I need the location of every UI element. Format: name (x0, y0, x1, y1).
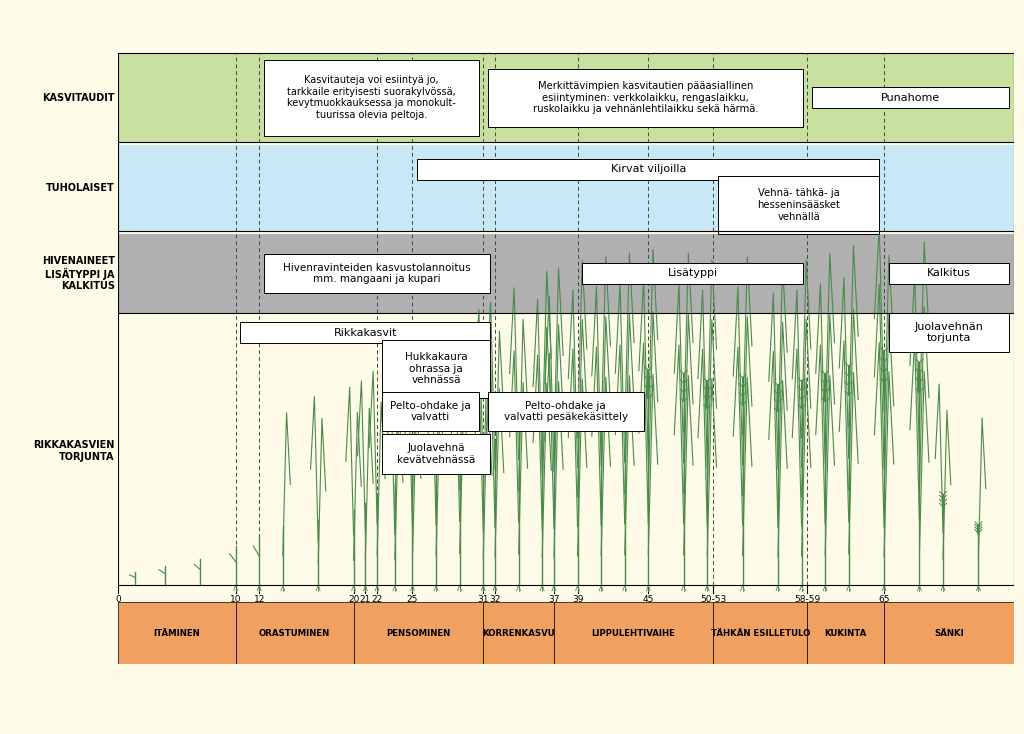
Bar (808, 602, 884, 664)
Bar (483, 602, 554, 664)
Text: Rikkakasvit: Rikkakasvit (334, 327, 397, 338)
Text: HIVENAINEET
LISÄTYPPI JA
KALKITUS: HIVENAINEET LISÄTYPPI JA KALKITUS (42, 255, 115, 291)
Text: Juolavehnä
kevätvehnässä: Juolavehnä kevätvehnässä (397, 443, 475, 465)
Text: 25: 25 (407, 595, 418, 603)
Text: 37: 37 (548, 595, 560, 603)
Bar (884, 602, 1014, 664)
Text: Kalkitus: Kalkitus (927, 269, 971, 278)
FancyBboxPatch shape (889, 313, 1009, 352)
Text: KUKINTA: KUKINTA (824, 628, 867, 638)
FancyBboxPatch shape (417, 159, 880, 180)
Text: KASVITAUDIT: KASVITAUDIT (42, 92, 115, 103)
FancyBboxPatch shape (488, 69, 803, 126)
FancyBboxPatch shape (812, 87, 1009, 108)
Text: Hukkakaura
ohrassa ja
vehnässä: Hukkakaura ohrassa ja vehnässä (404, 352, 467, 385)
Text: 39: 39 (571, 595, 584, 603)
Text: Vehnä- tähkä- ja
hesseninsääsket
vehnällä: Vehnä- tähkä- ja hesseninsääsket vehnäll… (757, 189, 840, 222)
Bar (118, 54, 1014, 142)
Bar (118, 145, 1014, 230)
Text: Lisätyppi: Lisätyppi (668, 269, 718, 278)
Bar (236, 602, 353, 664)
FancyBboxPatch shape (889, 263, 1009, 284)
Text: 65: 65 (879, 595, 890, 603)
Text: 50-53: 50-53 (700, 595, 726, 603)
FancyBboxPatch shape (583, 263, 803, 284)
Text: Kasvitauteja voi esiintyä jo,
tarkkaile erityisesti suorakylvössä,
kevytmuokkauk: Kasvitauteja voi esiintyä jo, tarkkaile … (287, 76, 456, 120)
Bar (118, 602, 236, 664)
Text: Juolavehnän
torjunta: Juolavehnän torjunta (914, 321, 983, 344)
Text: 32: 32 (489, 595, 501, 603)
Text: TUHOLAISET: TUHOLAISET (46, 183, 115, 193)
FancyBboxPatch shape (488, 392, 643, 431)
FancyBboxPatch shape (241, 322, 490, 343)
Text: 10: 10 (230, 595, 242, 603)
Text: 45: 45 (643, 595, 654, 603)
Text: Merkittävimpien kasvitautien pääasiallinen
esiintyminen: verkkolaikku, rengaslai: Merkittävimpien kasvitautien pääasiallin… (532, 81, 758, 115)
Text: SÄNKI: SÄNKI (934, 628, 964, 638)
Text: Kirvat viljoilla: Kirvat viljoilla (610, 164, 686, 174)
Bar (118, 316, 1014, 586)
Text: KORRENKASVU: KORRENKASVU (482, 628, 555, 638)
Text: Punahome: Punahome (881, 92, 940, 103)
Text: 58-59: 58-59 (795, 595, 820, 603)
Text: RIKKAKASVIEN
TORJUNTA: RIKKAKASVIEN TORJUNTA (34, 440, 115, 462)
Text: 31: 31 (477, 595, 489, 603)
FancyBboxPatch shape (382, 340, 490, 398)
Bar (353, 602, 483, 664)
Bar (118, 234, 1014, 313)
Text: Pelto-ohdake ja
valvatti: Pelto-ohdake ja valvatti (390, 401, 471, 422)
Bar (713, 602, 808, 664)
FancyBboxPatch shape (264, 254, 490, 293)
Text: 21: 21 (359, 595, 371, 603)
Text: TÄHKÄN ESILLETULO: TÄHKÄN ESILLETULO (711, 628, 810, 638)
Text: ITÄMINEN: ITÄMINEN (154, 628, 200, 638)
Text: Pelto-ohdake ja
valvatti pesäkekäsittely: Pelto-ohdake ja valvatti pesäkekäsittely (504, 401, 628, 422)
Text: Hivenravinteiden kasvustolannoitus
mm. mangaani ja kupari: Hivenravinteiden kasvustolannoitus mm. m… (284, 263, 471, 284)
Bar (554, 602, 713, 664)
Text: ORASTUMINEN: ORASTUMINEN (259, 628, 330, 638)
Text: LIPPULEHTIVAIHE: LIPPULEHTIVAIHE (592, 628, 676, 638)
Text: 12: 12 (254, 595, 265, 603)
FancyBboxPatch shape (718, 176, 880, 234)
Text: 0: 0 (115, 595, 121, 603)
Text: 22: 22 (372, 595, 383, 603)
FancyBboxPatch shape (382, 435, 490, 473)
FancyBboxPatch shape (264, 59, 478, 136)
FancyBboxPatch shape (382, 392, 478, 431)
Text: PENSOMINEN: PENSOMINEN (386, 628, 451, 638)
Text: 20: 20 (348, 595, 359, 603)
